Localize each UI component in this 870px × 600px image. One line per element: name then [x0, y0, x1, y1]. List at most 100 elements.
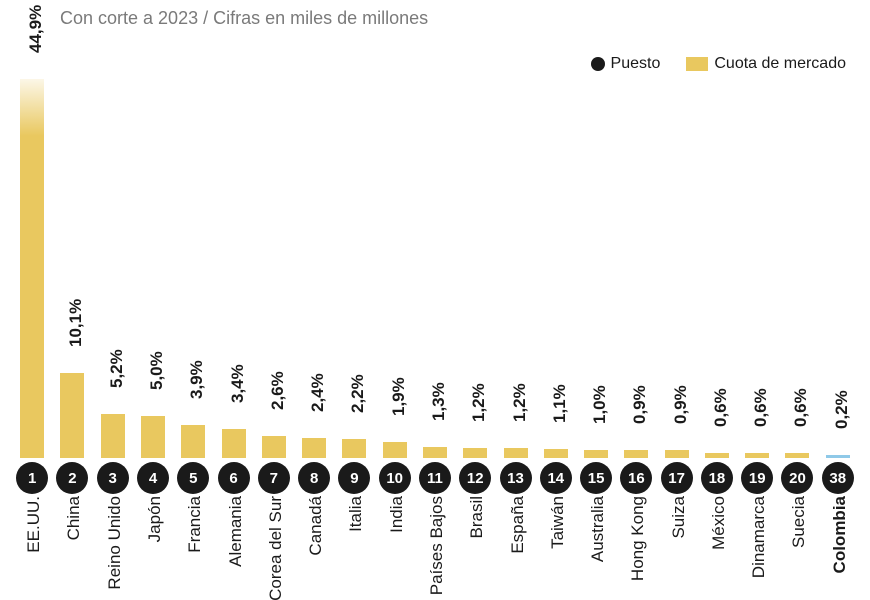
name-cell: Reino Unido [93, 496, 133, 598]
bar-col: 0,9% [616, 450, 656, 458]
country-name-label: Italia [346, 496, 366, 532]
name-cell: Hong Kong [616, 496, 656, 598]
country-name-label: Suiza [669, 496, 689, 539]
country-name-label: Alemania [226, 496, 246, 567]
bar-col: 2,4% [294, 438, 334, 458]
rank-circle: 13 [500, 462, 532, 494]
name-cell: Canadá [294, 496, 334, 598]
chart-subtitle: Con corte a 2023 / Cifras en miles de mi… [60, 8, 428, 29]
bar: 1,2% [504, 448, 528, 458]
bar-col: 2,6% [254, 436, 294, 458]
rank-cell: 7 [254, 462, 294, 494]
rank-circle: 3 [97, 462, 129, 494]
name-cell: China [52, 496, 92, 598]
bar: 3,4% [222, 429, 246, 458]
name-cell: Italia [334, 496, 374, 598]
bar-value-label: 0,9% [630, 386, 650, 425]
bar: 0,2% [826, 455, 850, 458]
country-name-label: Francia [185, 496, 205, 553]
bar-value-label: 1,1% [550, 384, 570, 423]
bar-value-label: 1,2% [469, 383, 489, 422]
bar-value-label: 0,6% [751, 388, 771, 427]
bar-value-label: 3,9% [187, 360, 207, 399]
rank-circle: 11 [419, 462, 451, 494]
rank-circle: 12 [459, 462, 491, 494]
bar-value-label: 1,9% [389, 377, 409, 416]
name-cell: EE.UU. [12, 496, 52, 598]
rank-circle: 2 [56, 462, 88, 494]
rank-circle: 20 [781, 462, 813, 494]
bar-value-label: 0,9% [671, 386, 691, 425]
country-name-label: Dinamarca [749, 496, 769, 578]
bar-value-label: 0,2% [832, 390, 852, 429]
rank-cell: 16 [616, 462, 656, 494]
country-name-label: Taiwán [548, 496, 568, 549]
rank-cell: 20 [777, 462, 817, 494]
bar-col: 1,1% [536, 449, 576, 458]
rank-circle: 5 [177, 462, 209, 494]
bar-col: 10,1% [52, 373, 92, 458]
bar-col: 0,9% [657, 450, 697, 458]
rank-circle: 15 [580, 462, 612, 494]
bar: 1,2% [463, 448, 487, 458]
bar-value-label: 2,2% [348, 375, 368, 414]
rank-cell: 15 [576, 462, 616, 494]
country-name-label: Hong Kong [628, 496, 648, 581]
bar-value-label: 1,2% [510, 383, 530, 422]
bar-col: 0,6% [697, 453, 737, 458]
bar: 2,2% [342, 439, 366, 458]
bar: 1,1% [544, 449, 568, 458]
bar-col: 5,0% [133, 416, 173, 458]
bar: 0,6% [705, 453, 729, 458]
rank-cell: 12 [455, 462, 495, 494]
rank-cell: 5 [173, 462, 213, 494]
bar: 44,9% [20, 79, 44, 458]
name-cell: España [495, 496, 535, 598]
bar-value-label: 0,6% [711, 388, 731, 427]
bar-col: 2,2% [334, 439, 374, 458]
bar: 3,9% [181, 425, 205, 458]
name-cell: Dinamarca [737, 496, 777, 598]
bar: 2,4% [302, 438, 326, 458]
bar: 1,3% [423, 447, 447, 458]
rank-circle: 19 [741, 462, 773, 494]
names-row: EE.UU.ChinaReino UnidoJapónFranciaAleman… [12, 496, 858, 598]
rank-circle: 7 [258, 462, 290, 494]
bar-value-label: 1,0% [590, 385, 610, 424]
rank-circle: 8 [298, 462, 330, 494]
country-name-label: Corea del Sur [266, 496, 286, 600]
bar-value-label: 10,1% [66, 299, 86, 347]
name-cell: Colombia [818, 496, 858, 598]
rank-circle: 38 [822, 462, 854, 494]
rank-circle: 16 [620, 462, 652, 494]
bar: 0,6% [785, 453, 809, 458]
name-cell: Suecia [777, 496, 817, 598]
country-name-label: India [387, 496, 407, 533]
rank-cell: 1 [12, 462, 52, 494]
bar-col: 1,2% [495, 448, 535, 458]
bar: 5,0% [141, 416, 165, 458]
bar-value-label: 44,9% [26, 5, 46, 53]
bar-col: 3,9% [173, 425, 213, 458]
rank-cell: 3 [93, 462, 133, 494]
name-cell: Brasil [455, 496, 495, 598]
rank-cell: 9 [334, 462, 374, 494]
rank-circle: 4 [137, 462, 169, 494]
bar-col: 1,9% [375, 442, 415, 458]
rank-cell: 13 [495, 462, 535, 494]
rank-cell: 4 [133, 462, 173, 494]
bar-col: 1,0% [576, 450, 616, 458]
bar-col: 5,2% [93, 414, 133, 458]
country-name-label: España [508, 496, 528, 554]
name-cell: Corea del Sur [254, 496, 294, 598]
country-name-label: EE.UU. [24, 496, 44, 553]
rank-cell: 10 [375, 462, 415, 494]
bar: 1,9% [383, 442, 407, 458]
bar: 0,9% [665, 450, 689, 458]
bar: 2,6% [262, 436, 286, 458]
rank-cell: 6 [213, 462, 253, 494]
bar-col: 3,4% [213, 429, 253, 458]
bar-value-label: 1,3% [429, 382, 449, 421]
name-cell: Alemania [213, 496, 253, 598]
rank-circle: 14 [540, 462, 572, 494]
